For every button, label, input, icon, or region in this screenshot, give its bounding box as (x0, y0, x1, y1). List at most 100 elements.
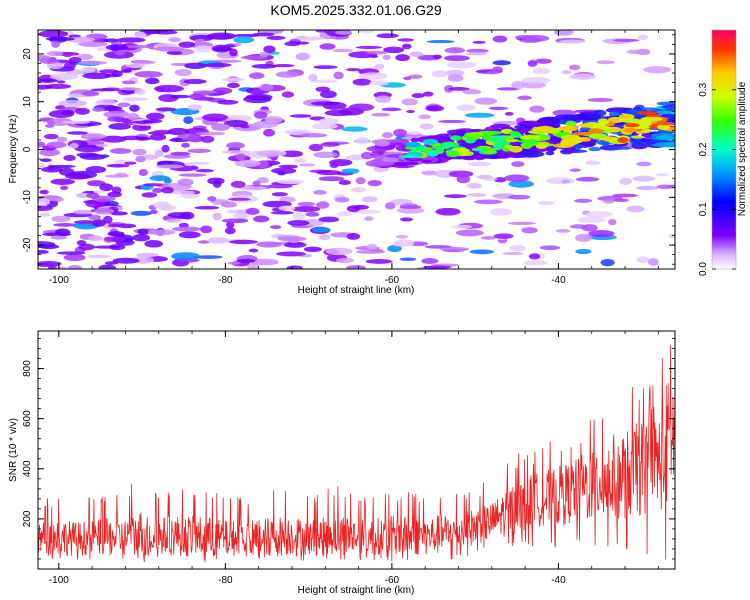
spectrogram-cell (58, 100, 88, 107)
spectrogram-peak (637, 111, 658, 116)
spectrogram-cell (318, 234, 331, 241)
spectrogram-cell (345, 68, 361, 72)
spectrogram-cell (141, 154, 159, 160)
spectrogram-cell (335, 30, 353, 35)
spectrogram-cell (46, 50, 64, 57)
spectrogram-cell (381, 157, 399, 163)
spectrogram-cell (466, 182, 482, 189)
spectrogram-cell (341, 126, 368, 132)
spectrogram-cell (626, 205, 645, 213)
spectrogram-cell (80, 66, 96, 73)
spectrogram-cell (297, 201, 316, 207)
colorbar-tick-label: 0.1 (698, 202, 709, 216)
spectrogram-heatmap (38, 30, 675, 269)
spectrogram-cell (539, 245, 561, 251)
spectrogram-cell (655, 173, 669, 177)
spectrogram-cell (41, 166, 63, 173)
spectrogram-cell (155, 107, 177, 112)
x-tick-label: -40 (551, 575, 566, 586)
spectrogram-cell (38, 260, 62, 267)
spectrogram-cell (212, 87, 233, 95)
spectrogram-cell (152, 187, 163, 194)
spectrogram-cell (455, 229, 484, 237)
spectrogram-cell (263, 45, 276, 53)
spectrogram-cell (194, 38, 206, 45)
spectrogram-cell (319, 90, 337, 99)
spectrogram-cell (207, 237, 229, 244)
spectrogram-cell (276, 251, 307, 257)
spectrogram-cell (511, 81, 527, 89)
spectrogram-cell (465, 52, 488, 56)
spectrogram-cell (387, 245, 402, 253)
spectrogram-cell (576, 216, 606, 223)
spectrogram-cell (305, 211, 320, 217)
spectrogram-cell (132, 234, 151, 242)
y-tick-label: 20 (22, 48, 33, 60)
x-tick-label: -80 (218, 275, 233, 286)
spectrogram-peak (560, 134, 581, 141)
spectrogram-cell (635, 185, 659, 190)
spectrogram-cell (114, 159, 127, 164)
spectrogram-cell (253, 111, 268, 119)
spectrogram-cell (395, 54, 410, 62)
spectrogram-peak (623, 127, 637, 133)
spectrogram-cell (422, 91, 434, 97)
spectrogram-peak (422, 138, 439, 145)
spectrogram-cell (395, 234, 409, 239)
spectrogram-peak (487, 138, 507, 143)
spectrogram-cell (103, 236, 126, 242)
spectrogram-cell (575, 248, 592, 255)
spectrogram-cell (247, 263, 260, 269)
spectrogram-cell (318, 176, 345, 182)
spectrogram-cell (371, 112, 391, 117)
spectrogram-peak (442, 143, 455, 148)
spectrogram-cell (73, 220, 96, 224)
spectrogram-cell (456, 104, 476, 111)
spectrogram-cell (409, 51, 424, 58)
spectrogram-peak (640, 116, 663, 122)
spectrogram-cell (355, 177, 366, 185)
spectrogram-cell (195, 169, 214, 173)
spectrogram-cell (637, 34, 648, 41)
spectrogram-cell (53, 223, 77, 227)
spectrogram-cell (107, 191, 122, 198)
spectrogram-cell (515, 34, 535, 40)
spectrogram-cell (63, 253, 86, 262)
spectrogram-cell (497, 153, 510, 159)
spectrogram-cell (63, 154, 76, 162)
spectrogram-cell (360, 151, 374, 160)
spectrogram-cell (177, 133, 198, 141)
spectrogram-cell (256, 241, 282, 248)
spectrogram-cell (418, 114, 432, 120)
spectrogram-cell (492, 60, 511, 66)
spectrogram-cell (90, 88, 114, 92)
spectrogram-cell (88, 214, 101, 221)
spectrogram-cell (643, 66, 672, 74)
spectrogram-cell (286, 265, 303, 269)
spectrogram-cell (95, 143, 108, 147)
spectrogram-cell (561, 179, 570, 184)
spectrogram-cell (134, 70, 163, 78)
spectrogram-peak (521, 143, 532, 150)
spectrogram-cell (207, 196, 217, 202)
spectrogram-cell (154, 149, 164, 157)
spectrogram-cell (121, 80, 136, 85)
spectrogram-cell (619, 177, 632, 185)
spectrogram-cell (480, 236, 497, 240)
spectrogram-cell (448, 170, 474, 178)
spectrogram-cell (183, 116, 194, 124)
y-tick-label: 400 (22, 460, 33, 477)
spectrogram-cell (656, 101, 675, 106)
spectrogram-cell (211, 123, 230, 131)
spectrogram-cell (534, 58, 552, 64)
spectrogram-cell (485, 126, 500, 131)
y-tick-label: 600 (22, 410, 33, 427)
spectrogram-cell (161, 144, 170, 153)
spectrogram-cell (538, 201, 555, 206)
spectrogram-cell (575, 233, 593, 242)
spectrogram-cell (279, 196, 296, 203)
spectrogram-cell (145, 112, 165, 121)
spectrogram-cell (399, 139, 409, 145)
spectrogram-cell (350, 186, 367, 193)
spectrogram-cell (217, 99, 239, 105)
